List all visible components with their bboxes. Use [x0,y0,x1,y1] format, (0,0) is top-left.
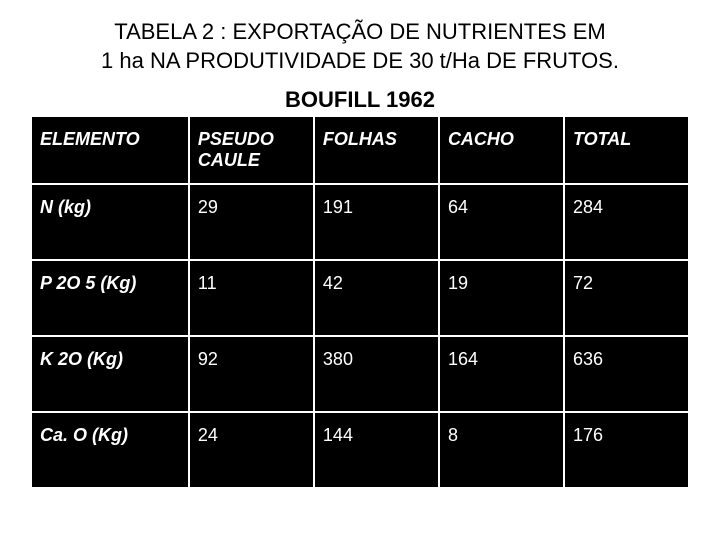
cell-value: 42 [314,260,439,336]
slide-container: TABELA 2 : EXPORTAÇÃO DE NUTRIENTES EM 1… [0,0,720,489]
cell-value: 19 [439,260,564,336]
col-header-total: TOTAL [564,116,689,184]
row-label: N (kg) [31,184,189,260]
table-row: P 2O 5 (Kg) 11 42 19 72 [31,260,689,336]
cell-value: 64 [439,184,564,260]
slide-title: TABELA 2 : EXPORTAÇÃO DE NUTRIENTES EM 1… [30,18,690,75]
cell-value: 8 [439,412,564,488]
col-header-pseudo-caule: PSEUDO CAULE [189,116,314,184]
col-header-cacho: CACHO [439,116,564,184]
table-row: K 2O (Kg) 92 380 164 636 [31,336,689,412]
cell-value: 164 [439,336,564,412]
table-row: Ca. O (Kg) 24 144 8 176 [31,412,689,488]
row-label: P 2O 5 (Kg) [31,260,189,336]
cell-value: 92 [189,336,314,412]
col-header-folhas: FOLHAS [314,116,439,184]
cell-value: 72 [564,260,689,336]
nutrient-table: ELEMENTO PSEUDO CAULE FOLHAS CACHO TOTAL… [30,115,690,489]
cell-value: 636 [564,336,689,412]
slide-subtitle: BOUFILL 1962 [30,87,690,113]
row-label: K 2O (Kg) [31,336,189,412]
cell-value: 29 [189,184,314,260]
cell-value: 11 [189,260,314,336]
table-row: N (kg) 29 191 64 284 [31,184,689,260]
cell-value: 144 [314,412,439,488]
cell-value: 284 [564,184,689,260]
cell-value: 380 [314,336,439,412]
title-line-1: TABELA 2 : EXPORTAÇÃO DE NUTRIENTES EM [114,19,605,44]
table-header-row: ELEMENTO PSEUDO CAULE FOLHAS CACHO TOTAL [31,116,689,184]
col-header-elemento: ELEMENTO [31,116,189,184]
title-line-2: 1 ha NA PRODUTIVIDADE DE 30 t/Ha DE FRUT… [101,48,619,73]
cell-value: 191 [314,184,439,260]
cell-value: 24 [189,412,314,488]
row-label: Ca. O (Kg) [31,412,189,488]
cell-value: 176 [564,412,689,488]
